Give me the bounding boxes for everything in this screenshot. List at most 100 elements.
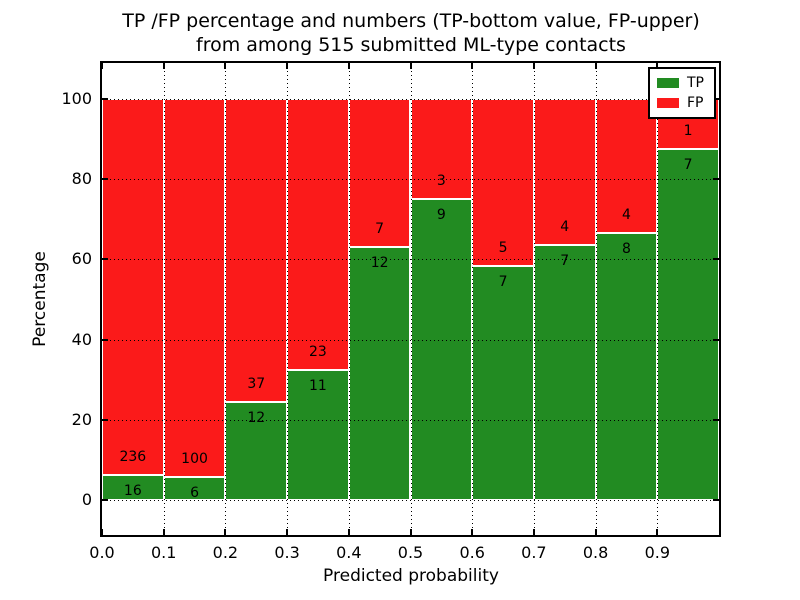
tp-count-label: 6 — [190, 485, 199, 502]
y-tick-label: 40 — [71, 329, 92, 349]
fp-count-label: 5 — [498, 240, 508, 257]
x-tick-mark — [471, 529, 473, 535]
y-tick-label: 80 — [71, 169, 92, 189]
tp-bar-segment — [533, 244, 596, 500]
tp-bar-segment — [410, 199, 473, 500]
fp-bar-segment — [102, 99, 164, 475]
y-tick-mark — [102, 338, 108, 341]
chart-title-line2: from among 515 submitted ML-type contact… — [196, 34, 626, 56]
fp-count-label: 23 — [309, 344, 327, 361]
x-tick-mark — [595, 63, 597, 69]
fp-count-label: 236 — [119, 448, 147, 465]
x-tick-mark — [471, 63, 473, 69]
fp-count-label: 7 — [375, 220, 385, 237]
tp-count-label: 9 — [436, 207, 446, 224]
tp-count-label: 11 — [309, 378, 327, 395]
x-axis-label: Predicted probability — [323, 566, 499, 586]
x-tick-label: 0.0 — [89, 543, 115, 562]
v-gridline — [287, 63, 288, 535]
y-tick-label: 20 — [71, 409, 92, 429]
fp-bar-segment — [533, 99, 596, 245]
tp-bar-segment — [657, 149, 719, 500]
h-gridline-80 — [102, 179, 719, 181]
y-tick-mark — [713, 418, 719, 421]
fp-count-label: 3 — [436, 173, 446, 190]
legend: TP FP — [648, 67, 716, 119]
tp-count-label: 12 — [247, 409, 266, 426]
y-tick-mark — [102, 98, 108, 100]
tp-count-label: 12 — [370, 254, 389, 271]
grid-layer — [102, 63, 719, 535]
y-tick-label: 100 — [61, 89, 92, 108]
x-tick-mark — [410, 63, 412, 69]
v-gridline — [411, 63, 412, 535]
v-gridline — [472, 63, 473, 535]
legend-label-tp: TP — [687, 75, 704, 91]
legend-item-tp: TP — [657, 73, 704, 93]
v-gridline — [225, 63, 226, 535]
x-tick-mark — [656, 529, 658, 535]
tp-bar-segment — [472, 266, 534, 500]
tick-marks-layer — [101, 63, 719, 535]
x-tick-mark — [286, 63, 288, 69]
y-tick-label: 60 — [71, 249, 92, 269]
bar-value-labels-layer: 236 16 100 6 37 12 23 11 7 12 3 9 5 7 4 7 4 8 1 7 — [102, 63, 719, 535]
tp-count-label: 16 — [123, 482, 142, 499]
fp-bar-segment — [410, 99, 473, 200]
fp-color-swatch — [657, 98, 679, 108]
y-tick-mark — [713, 338, 719, 341]
v-gridline — [657, 63, 658, 535]
x-tick-label: 0.5 — [397, 543, 424, 562]
tp-bar-segment — [102, 474, 164, 500]
x-tick-label: 0.6 — [459, 543, 485, 562]
fp-count-label: 100 — [181, 451, 208, 468]
tp-count-label: 8 — [621, 240, 631, 257]
x-tick-mark — [533, 63, 535, 69]
h-gridline-40 — [102, 339, 719, 341]
plot-area: 236 16 100 6 37 12 23 11 7 12 3 9 5 7 4 7 4 8 1 7 TP FP — [100, 61, 721, 537]
x-tick-label: 0.3 — [274, 543, 300, 562]
y-tick-mark — [102, 499, 108, 501]
v-gridline — [164, 63, 165, 535]
x-tick-mark — [348, 63, 350, 69]
v-gridline — [349, 63, 350, 535]
x-tick-mark — [595, 529, 597, 535]
h-gridline-0 — [102, 500, 719, 501]
legend-label-fp: FP — [687, 95, 704, 111]
x-tick-mark — [656, 63, 658, 69]
fp-count-label: 4 — [621, 206, 631, 223]
fp-bar-segment — [595, 99, 658, 233]
fp-bar-segment — [287, 99, 349, 371]
x-tick-label: 0.8 — [582, 543, 609, 562]
h-gridline-20 — [102, 419, 719, 421]
fp-count-label: 4 — [560, 218, 570, 235]
tp-color-swatch — [657, 78, 679, 88]
chart-title: TP /FP percentage and numbers (TP-bottom… — [122, 9, 700, 57]
x-tick-label: 0.1 — [150, 543, 177, 562]
tp-count-label: 7 — [498, 274, 508, 291]
v-gridline — [596, 63, 597, 535]
x-tick-mark — [410, 529, 412, 535]
x-tick-label: 0.2 — [212, 543, 239, 562]
chart-title-line1: TP /FP percentage and numbers (TP-bottom… — [122, 10, 700, 32]
x-tick-mark — [224, 529, 226, 535]
tp-count-label: 7 — [683, 157, 693, 174]
bars-layer — [102, 63, 719, 535]
y-tick-label: 0 — [81, 490, 92, 509]
x-tick-mark — [163, 529, 165, 535]
x-tick-mark — [286, 529, 288, 535]
y-tick-mark — [713, 258, 719, 261]
y-tick-mark — [713, 178, 719, 181]
y-tick-mark — [102, 258, 108, 261]
x-tick-mark — [348, 529, 350, 535]
h-gridline-60 — [102, 259, 719, 261]
y-tick-mark — [713, 98, 719, 100]
x-tick-label: 0.4 — [336, 543, 362, 562]
x-tick-mark — [533, 529, 535, 535]
fp-count-label: 1 — [683, 123, 693, 140]
fp-count-label: 37 — [247, 375, 266, 392]
legend-item-fp: FP — [657, 93, 704, 113]
y-tick-mark — [713, 499, 719, 501]
h-gridline-100 — [102, 99, 719, 100]
